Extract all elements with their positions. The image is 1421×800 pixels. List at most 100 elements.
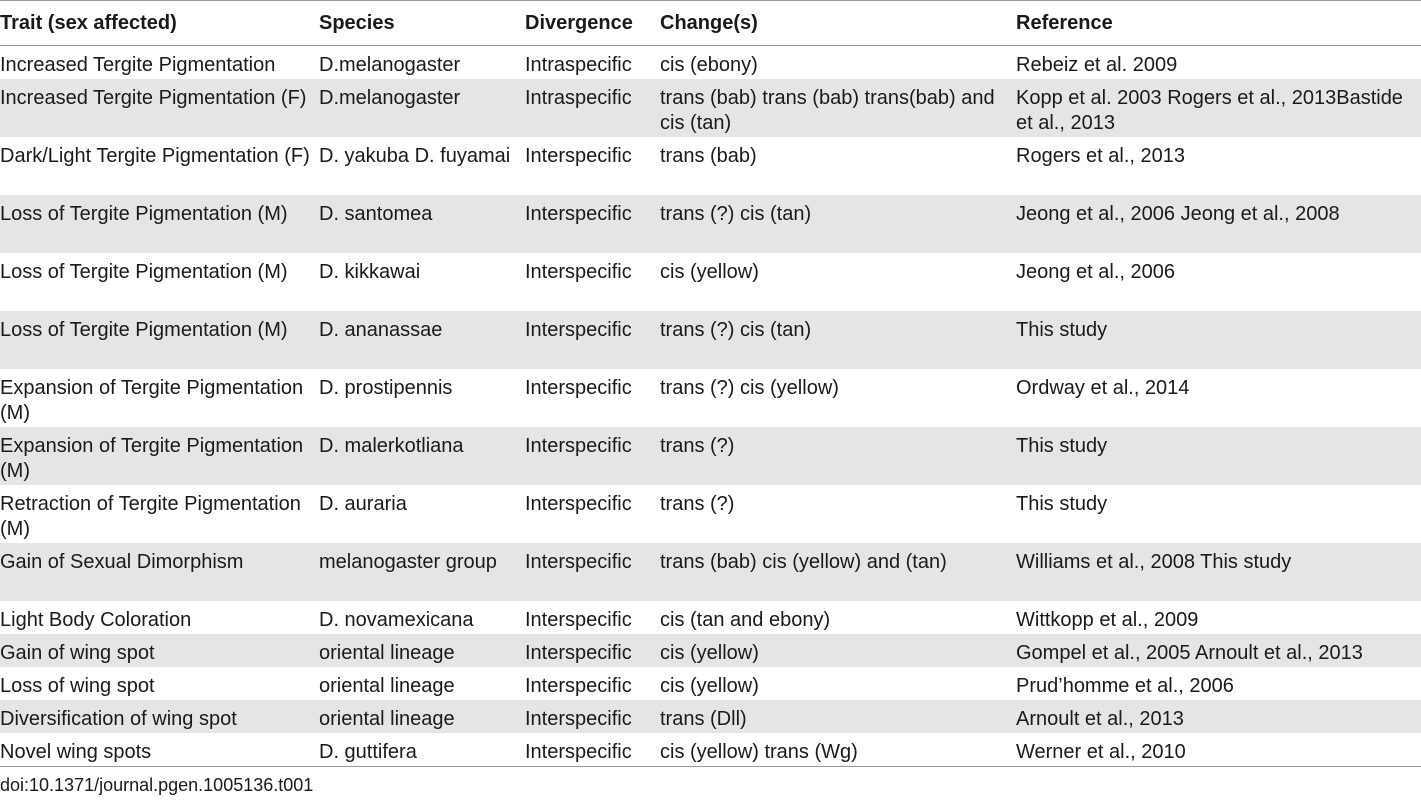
cell-changes: trans (bab) cis (yellow) and (tan)	[660, 551, 947, 573]
table-row: Loss of wing spot oriental lineage Intersp…	[0, 667, 1421, 700]
cell-reference: Gompel et al., 2005 Arnoult et al., 2013	[1016, 642, 1363, 664]
cell-changes: trans (?) cis (tan)	[660, 319, 812, 341]
doi-caption: doi:10.1371/journal.pgen.1005136.t001	[0, 775, 314, 795]
header-reference: Reference	[1016, 11, 1113, 34]
cell-changes: trans (?)	[660, 435, 735, 457]
cell-changes: trans (?) cis (tan)	[660, 203, 812, 225]
table-row: Increased Tergite Pigmentation (F) D.mela…	[0, 79, 1421, 137]
table-row: Expansion of Tergite Pigmentation (M) D. …	[0, 369, 1421, 427]
cell-divergence: Interspecific	[525, 741, 632, 763]
table-row: Retraction of Tergite Pigmentation (M) D.…	[0, 485, 1421, 543]
cell-reference: Kopp et al. 2003 Rogers et al., 2013Bast…	[1016, 87, 1403, 134]
cell-divergence: Intraspecific	[525, 87, 632, 109]
header-trait: Trait (sex affected)	[0, 11, 177, 34]
cell-species: D. prostipennis	[319, 377, 453, 399]
cell-species: D. guttifera	[319, 741, 417, 763]
table-row: Dark/Light Tergite Pigmentation (F) D. ya…	[0, 137, 1421, 195]
cell-trait: Loss of wing spot	[0, 675, 155, 697]
table-row: Diversification of wing spot oriental lin…	[0, 700, 1421, 733]
cell-changes: cis (yellow)	[660, 261, 759, 283]
cell-divergence: Interspecific	[525, 203, 632, 225]
cell-reference: Williams et al., 2008 This study	[1016, 551, 1292, 573]
cell-trait: Novel wing spots	[0, 741, 152, 763]
cell-reference: Jeong et al., 2006	[1016, 261, 1176, 283]
header-species: Species	[319, 11, 395, 34]
cell-trait: Increased Tergite Pigmentation (F)	[0, 87, 307, 109]
cell-reference: This study	[1016, 319, 1108, 341]
cell-trait: Loss of Tergite Pigmentation (M)	[0, 203, 288, 225]
cell-divergence: Interspecific	[525, 609, 632, 631]
cell-species: D. yakuba D. fuyamai	[319, 145, 511, 167]
cell-reference: Rebeiz et al. 2009	[1016, 54, 1178, 76]
cell-reference: Wittkopp et al., 2009	[1016, 609, 1199, 631]
table-row: Loss of Tergite Pigmentation (M) D. santo…	[0, 195, 1421, 253]
cell-changes: cis (yellow)	[660, 642, 759, 664]
cell-divergence: Interspecific	[525, 145, 632, 167]
cell-species: D.melanogaster	[319, 87, 461, 109]
cell-divergence: Interspecific	[525, 551, 632, 573]
cell-trait: Gain of Sexual Dimorphism	[0, 551, 244, 573]
table-body: Increased Tergite Pigmentation D.melanoga…	[0, 46, 1421, 767]
cell-species: oriental lineage	[319, 642, 455, 664]
cell-trait: Expansion of Tergite Pigmentation (M)	[0, 377, 304, 424]
cell-species: D. auraria	[319, 493, 407, 515]
table-row: Expansion of Tergite Pigmentation (M) D. …	[0, 427, 1421, 485]
cell-divergence: Interspecific	[525, 377, 632, 399]
cell-reference: This study	[1016, 493, 1108, 515]
cell-species: D. kikkawai	[319, 261, 421, 283]
table-row: Gain of Sexual Dimorphism melanogaster gr…	[0, 543, 1421, 601]
cell-reference: Ordway et al., 2014	[1016, 377, 1190, 399]
cell-reference: Werner et al., 2010	[1016, 741, 1186, 763]
cell-species: melanogaster group	[319, 551, 497, 573]
cell-changes: trans (?) cis (yellow)	[660, 377, 839, 399]
table-row: Loss of Tergite Pigmentation (M) D. anana…	[0, 311, 1421, 369]
table-header-row: Trait (sex affected) Species Divergence …	[0, 0, 1421, 46]
table-row: Loss of Tergite Pigmentation (M) D. kikka…	[0, 253, 1421, 311]
cell-divergence: Interspecific	[525, 675, 632, 697]
cell-trait: Retraction of Tergite Pigmentation (M)	[0, 493, 301, 540]
results-table-container: Trait (sex affected) Species Divergence …	[0, 0, 1421, 767]
table-row: Light Body Coloration D. novamexicana Inte…	[0, 601, 1421, 634]
cell-species: D. malerkotliana	[319, 435, 464, 457]
table-row: Gain of wing spot oriental lineage Intersp…	[0, 634, 1421, 667]
cell-changes: trans (Dll)	[660, 708, 747, 730]
cell-trait: Light Body Coloration	[0, 609, 192, 631]
cell-trait: Loss of Tergite Pigmentation (M)	[0, 319, 288, 341]
cell-changes: trans (bab) trans (bab) trans(bab) and c…	[660, 87, 995, 134]
cell-changes: cis (yellow) trans (Wg)	[660, 741, 858, 763]
cell-divergence: Interspecific	[525, 708, 632, 730]
cell-divergence: Interspecific	[525, 319, 632, 341]
table-row: Increased Tergite Pigmentation D.melanoga…	[0, 46, 1421, 80]
header-changes: Change(s)	[660, 11, 758, 34]
trait-table: Trait (sex affected) Species Divergence …	[0, 0, 1421, 767]
cell-divergence: Interspecific	[525, 493, 632, 515]
cell-divergence: Interspecific	[525, 435, 632, 457]
cell-species: D. novamexicana	[319, 609, 474, 631]
cell-changes: trans (?)	[660, 493, 735, 515]
cell-species: D. ananassae	[319, 319, 443, 341]
cell-species: D.melanogaster	[319, 54, 461, 76]
cell-changes: cis (ebony)	[660, 54, 758, 76]
cell-trait: Expansion of Tergite Pigmentation (M)	[0, 435, 304, 482]
cell-reference: Rogers et al., 2013	[1016, 145, 1185, 167]
cell-trait: Increased Tergite Pigmentation	[0, 54, 276, 76]
cell-species: D. santomea	[319, 203, 433, 225]
cell-reference: This study	[1016, 435, 1108, 457]
cell-trait: Gain of wing spot	[0, 642, 155, 664]
cell-changes: cis (tan and ebony)	[660, 609, 831, 631]
header-divergence: Divergence	[525, 11, 633, 34]
cell-divergence: Interspecific	[525, 261, 632, 283]
cell-species: oriental lineage	[319, 708, 455, 730]
cell-trait: Diversification of wing spot	[0, 708, 237, 730]
cell-reference: Arnoult et al., 2013	[1016, 708, 1184, 730]
cell-reference: Jeong et al., 2006 Jeong et al., 2008	[1016, 203, 1340, 225]
cell-changes: cis (yellow)	[660, 675, 759, 697]
cell-reference: Prud’homme et al., 2006	[1016, 675, 1234, 697]
cell-divergence: Interspecific	[525, 642, 632, 664]
cell-changes: trans (bab)	[660, 145, 757, 167]
table-row: Novel wing spots D. guttifera Interspecifi…	[0, 733, 1421, 767]
cell-trait: Loss of Tergite Pigmentation (M)	[0, 261, 288, 283]
cell-species: oriental lineage	[319, 675, 455, 697]
cell-trait: Dark/Light Tergite Pigmentation (F)	[0, 145, 310, 167]
cell-divergence: Intraspecific	[525, 54, 632, 76]
